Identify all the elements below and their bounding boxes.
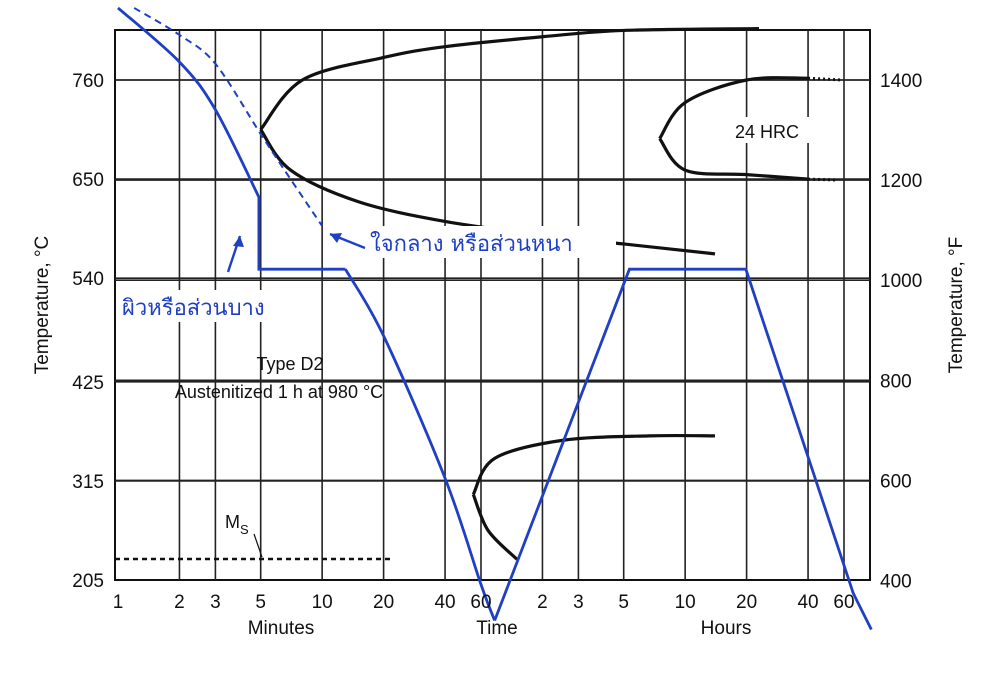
time-label: Time [476, 618, 518, 639]
right-axis-ticks: 1400 1200 1000 800 600 400 [880, 71, 922, 593]
center-arrow-head [330, 233, 342, 243]
treatment-label: Austenitized 1 h at 980 °C [175, 382, 383, 402]
surface-label-bg [118, 290, 308, 322]
ms-label-main: M [225, 512, 240, 532]
plot-frame [114, 29, 871, 581]
left-tick-540: 540 [72, 269, 104, 290]
left-tick-760: 760 [72, 71, 104, 92]
ms-label: MS [225, 512, 249, 537]
hardness-label: 24 HRC [735, 122, 799, 142]
surface-curve-segment-1 [117, 6, 346, 271]
ttt-curve-6 [471, 493, 519, 561]
surface-curve-segment-3 [493, 267, 873, 631]
ms-leader [253, 533, 263, 558]
left-tick-650: 650 [72, 170, 104, 191]
ttt-curve-2 [259, 128, 716, 256]
left-axis-title: Temperature, °C [32, 236, 53, 375]
bottom-tick-hr-40: 40 [797, 592, 818, 613]
left-tick-205: 205 [72, 571, 104, 592]
bottom-tick-min-20: 20 [373, 592, 394, 613]
right-tick-1200: 1200 [880, 171, 922, 192]
bottom-tick-hr-2: 2 [537, 592, 548, 613]
center-series-label: ใจกลาง หรือส่วนหนา [370, 231, 573, 257]
bottom-tick-min-1: 1 [113, 592, 124, 613]
bottom-tick-hr-60: 60 [833, 592, 854, 613]
minutes-label: Minutes [248, 618, 315, 639]
surface-arrow-head [233, 236, 244, 247]
left-tick-425: 425 [72, 373, 104, 394]
right-tick-600: 600 [880, 471, 912, 492]
hardness-label-bg [725, 117, 809, 143]
right-tick-400: 400 [880, 572, 912, 593]
ttt-curve-1 [259, 27, 760, 131]
left-tick-315: 315 [72, 472, 104, 493]
bottom-axis-ticks: 1 2 3 5 10 20 40 60 2 3 5 10 20 40 60 [113, 592, 855, 613]
bottom-tick-hr-3: 3 [573, 592, 584, 613]
ttt-dotted-tail-1 [807, 76, 842, 82]
right-axis-title: Temperature, °F [946, 237, 967, 373]
bottom-tick-min-40: 40 [434, 592, 455, 613]
bottom-tick-hr-5: 5 [618, 592, 629, 613]
surface-series-label: ผิวหรือส่วนบาง [122, 296, 265, 321]
bottom-tick-hr-20: 20 [736, 592, 757, 613]
bottom-tick-hr-10: 10 [675, 592, 696, 613]
right-tick-1000: 1000 [880, 271, 922, 292]
ttt-curve-5 [471, 433, 715, 496]
ttt-curve-4 [658, 137, 809, 181]
left-axis-ticks: 760 650 540 425 315 205 [72, 71, 104, 592]
center-curve [133, 7, 323, 227]
ms-label-sub: S [240, 522, 249, 537]
center-label-bg [366, 226, 616, 258]
material-label: Type D2 [256, 354, 323, 374]
bottom-tick-min-60: 60 [470, 592, 491, 613]
surface-curve-segment-2 [344, 268, 496, 622]
cooling-curves [117, 6, 873, 631]
ttt-curves [259, 27, 842, 561]
hours-label: Hours [701, 618, 752, 639]
ttt-curve-3 [658, 76, 809, 140]
bottom-tick-min-3: 3 [210, 592, 221, 613]
right-tick-800: 800 [880, 371, 912, 392]
bottom-tick-min-2: 2 [174, 592, 185, 613]
bottom-tick-min-5: 5 [255, 592, 266, 613]
right-tick-1400: 1400 [880, 71, 922, 92]
bottom-tick-min-10: 10 [312, 592, 333, 613]
